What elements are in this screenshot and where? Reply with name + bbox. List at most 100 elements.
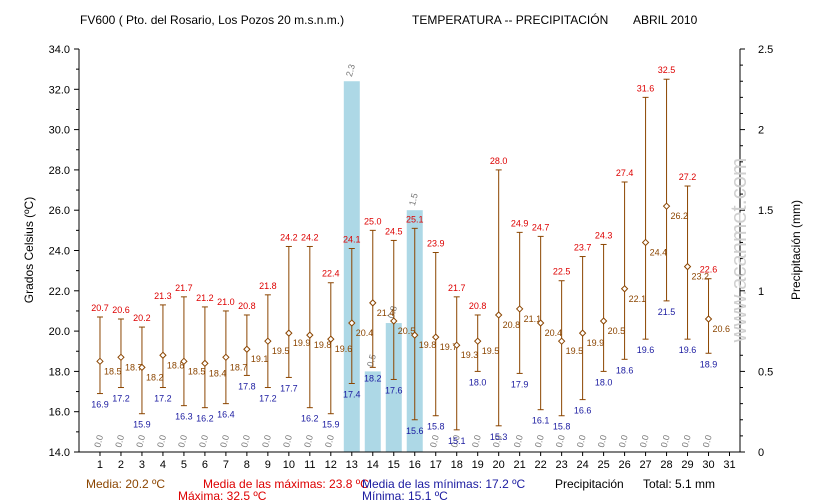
watermark: www.acanmet.com	[726, 158, 751, 344]
mean-value-label: 22.1	[629, 294, 647, 304]
max-value-label: 24.2	[280, 232, 298, 242]
min-value-label: 16.4	[217, 410, 235, 420]
mean-value-label: 19.6	[335, 344, 353, 354]
temperature-series: 20.7 18.5 16.9 20.6 18.7 17.2 20.2 18.2 15.9 21.3…	[91, 65, 730, 446]
footer-media-minimas: Media de las mínimas: 17.2 ºC	[362, 477, 525, 491]
mean-value-label: 20.8	[503, 320, 521, 330]
x-tick-label: 11	[304, 459, 315, 471]
mean-marker	[117, 353, 125, 362]
mean-value-label: 18.4	[209, 368, 227, 378]
mean-value-label: 18.7	[125, 362, 143, 372]
min-value-label: 15.9	[322, 420, 340, 430]
min-value-label: 15.8	[553, 422, 571, 432]
mean-value-label: 19.8	[314, 340, 332, 350]
y-left-tick-label: 28.0	[49, 165, 70, 177]
precip-value-label: 0.0	[533, 434, 546, 449]
precip-value-label: 0.0	[260, 434, 273, 449]
precip-value-label: 0.0	[218, 434, 231, 449]
min-value-label: 15.1	[448, 436, 466, 446]
min-value-label: 16.2	[196, 414, 214, 424]
x-tick-label: 16	[409, 459, 421, 471]
x-tick-label: 5	[181, 459, 187, 471]
precip-value-label: 0.0	[680, 434, 693, 449]
min-value-label: 17.2	[112, 394, 130, 404]
y-left-tick-label: 30.0	[49, 125, 70, 137]
mean-value-label: 18.7	[230, 362, 248, 372]
min-value-label: 15.6	[406, 426, 424, 436]
min-value-label: 19.6	[679, 345, 697, 355]
mean-value-label: 20.4	[545, 328, 563, 338]
footer-precip-label: Precipitación	[555, 477, 624, 491]
precip-value-label: 1.5	[407, 192, 420, 207]
chart-subtitle: TEMPERATURA -- PRECIPITACIÓN	[412, 12, 608, 27]
mean-marker	[159, 351, 167, 359]
mean-marker	[96, 357, 104, 366]
precip-value-label: 0.0	[197, 434, 210, 449]
max-value-label: 24.9	[511, 218, 529, 228]
mean-value-label: 19.1	[251, 354, 269, 364]
x-tick-label: 19	[472, 459, 484, 471]
min-value-label: 15.9	[133, 420, 151, 430]
max-value-label: 24.3	[595, 230, 613, 240]
max-value-label: 20.2	[133, 313, 151, 323]
max-value-label: 25.0	[364, 216, 382, 226]
x-tick-label: 20	[493, 459, 505, 471]
min-value-label: 18.0	[595, 377, 613, 387]
x-tick-label: 3	[139, 459, 145, 471]
y-left-tick-label: 26.0	[49, 205, 70, 217]
mean-value-label: 20.6	[713, 324, 731, 334]
min-value-label: 16.6	[574, 406, 592, 416]
mean-marker	[390, 317, 398, 325]
max-value-label: 22.5	[553, 267, 571, 277]
mean-marker	[432, 333, 440, 341]
max-value-label: 25.1	[406, 214, 424, 224]
max-value-label: 21.2	[196, 293, 214, 303]
min-value-label: 17.6	[385, 385, 403, 395]
footer-maxima: Máxima: 32.5 ºC	[178, 489, 267, 500]
mean-marker	[306, 331, 314, 339]
footer-media: Media: 20.2 ºC	[86, 477, 165, 491]
x-tick-label: 29	[681, 459, 693, 471]
mean-marker	[327, 335, 335, 343]
mean-marker	[473, 337, 482, 345]
max-value-label: 21.3	[154, 291, 172, 301]
mean-value-label: 18.2	[146, 372, 164, 382]
chart-axes: 14.016.018.020.022.024.026.028.030.032.0…	[49, 44, 774, 471]
max-value-label: 21.8	[259, 281, 277, 291]
precip-value-label: 0.0	[596, 434, 609, 449]
x-tick-label: 18	[451, 459, 463, 471]
y-axis-left-label: Grados Celsius (ºC)	[22, 197, 36, 303]
y-left-tick-label: 20.0	[49, 326, 70, 338]
mean-marker	[662, 202, 671, 210]
x-tick-label: 15	[388, 459, 400, 471]
x-tick-label: 10	[283, 459, 295, 471]
max-value-label: 23.9	[427, 239, 445, 249]
x-tick-label: 31	[723, 459, 735, 471]
x-tick-label: 21	[514, 459, 526, 471]
mean-marker	[578, 329, 587, 337]
max-value-label: 24.2	[301, 232, 319, 242]
y-right-tick-label: 1.5	[758, 205, 773, 217]
max-value-label: 20.7	[91, 303, 109, 313]
footer-precip-total: Total: 5.1 mm	[643, 477, 715, 491]
mean-marker	[683, 262, 692, 271]
max-value-label: 22.6	[700, 265, 718, 275]
mean-marker	[180, 357, 188, 366]
max-value-label: 24.5	[385, 226, 403, 236]
min-value-label: 18.0	[469, 377, 487, 387]
mean-marker	[285, 329, 293, 337]
mean-marker	[264, 337, 272, 345]
precip-value-label: 0.0	[512, 434, 525, 449]
min-value-label: 18.2	[364, 373, 382, 383]
x-tick-label: 14	[367, 459, 379, 471]
precip-value-label: 0.0	[428, 434, 441, 449]
min-value-label: 17.2	[154, 394, 172, 404]
y-axis-right-label: Precipitación (mm)	[789, 200, 803, 300]
min-value-label: 17.2	[259, 394, 277, 404]
min-value-label: 15.8	[427, 422, 445, 432]
max-value-label: 28.0	[490, 156, 508, 166]
mean-value-label: 19.7	[440, 342, 458, 352]
min-value-label: 17.8	[238, 381, 256, 391]
max-value-label: 24.1	[343, 234, 361, 244]
mean-value-label: 24.4	[650, 247, 668, 257]
